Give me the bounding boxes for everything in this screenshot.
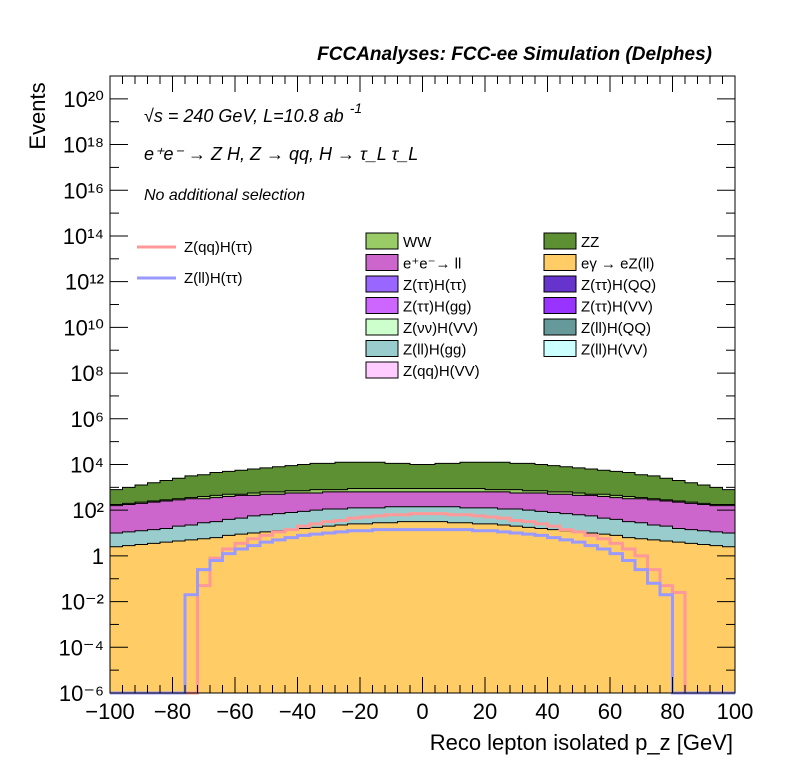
legend-swatch-e-e-ll <box>365 254 399 271</box>
selection-annotation: No additional selection <box>144 187 305 204</box>
legend-swatch-z-ll-h-qq <box>543 318 577 336</box>
x-axis-title: Reco lepton isolated p_z [GeV] <box>430 730 733 755</box>
x-tick-label: −100 <box>85 699 135 724</box>
y-tick-label: 10¹⁴ <box>63 224 104 249</box>
signal-z-ll-h <box>110 528 735 695</box>
x-tick-label: 100 <box>717 699 754 724</box>
y-tick-label: 10¹⁰ <box>63 315 104 340</box>
legend-label: ZZ <box>581 234 599 251</box>
legend-label: Z(νν)H(VV) <box>403 320 478 337</box>
legend-label: Z(ττ)H(VV) <box>581 299 653 316</box>
legend-signal: Z(qq)H(ττ) Z(ll)H(ττ) <box>137 239 253 287</box>
x-tick-label: 40 <box>535 699 559 724</box>
legend-swatch-zz <box>543 232 577 250</box>
legend-swatch-ww <box>365 232 399 250</box>
legend-label: e⁺e⁻→ ll <box>403 256 461 273</box>
y-tick-label: 10⁻⁴ <box>58 635 104 660</box>
y-tick-label: 10⁶ <box>70 407 104 432</box>
x-tick-label: −20 <box>341 699 378 724</box>
y-tick-label: 10²⁰ <box>63 87 104 112</box>
signal-histograms <box>110 512 735 695</box>
legend-swatch-z-h-gg <box>365 297 399 314</box>
stack-e-ez-ll <box>109 521 736 694</box>
y-tick-label: 10⁴ <box>70 452 104 477</box>
legend-backgrounds: WW ZZ e⁺e⁻→ ll eγ → eZ(ll) Z(ττ)H(ττ) Z(ττ)H(… <box>365 232 656 380</box>
y-tick-label: 10² <box>72 498 104 523</box>
energy-annotation: √s = 240 GeV, L=10.8 ab -1 <box>144 100 362 126</box>
x-tick-label: −60 <box>216 699 253 724</box>
legend-label: Z(ττ)H(ττ) <box>403 277 467 294</box>
x-tick-label: −80 <box>154 699 191 724</box>
signal-z-qq-h <box>110 512 735 695</box>
axes: −100 −80 −60 −40 −20 0 20 40 60 80 100 10⁻⁶ 10⁻⁴ 10⁻²… <box>58 76 753 724</box>
y-tick-label: 10¹⁶ <box>63 178 104 203</box>
x-tick-label: 60 <box>598 699 622 724</box>
x-tick-label: −40 <box>279 699 316 724</box>
legend-label: Z(qq)H(ττ) <box>184 239 253 256</box>
legend-label: Z(ττ)H(QQ) <box>581 277 656 294</box>
legend-swatch-z-ll-h-vv <box>543 340 577 357</box>
legend-label: Z(ττ)H(gg) <box>403 299 472 316</box>
y-tick-label: 1 <box>92 544 104 569</box>
legend-label: WW <box>403 234 432 251</box>
stacked-histograms <box>109 461 736 694</box>
legend-label: Z(ll)H(QQ) <box>581 320 651 337</box>
legend-swatch-z-h <box>365 275 399 293</box>
x-tick-label: 20 <box>473 699 497 724</box>
legend-swatch-z-h-vv <box>543 297 577 314</box>
y-axis-title: Events <box>25 82 50 149</box>
legend-label: Z(ll)H(VV) <box>581 342 648 359</box>
legend-swatch-z-ll-h-gg <box>365 340 399 357</box>
legend-label: eγ → eZ(ll) <box>581 256 654 273</box>
y-tick-label: 10⁸ <box>70 361 104 386</box>
legend-swatch-z-h-qq <box>543 275 577 293</box>
legend-swatch-e-ez-ll <box>543 254 577 271</box>
legend-swatch-z-h-vv <box>365 318 399 336</box>
legend-swatch-z-qq-h-vv <box>365 361 399 379</box>
x-tick-label: 80 <box>660 699 684 724</box>
y-tick-label: 10⁻² <box>61 590 104 615</box>
legend-label: Z(qq)H(VV) <box>403 363 480 380</box>
legend-label: Z(ll)H(gg) <box>403 342 466 359</box>
y-tick-label: 10⁻⁶ <box>59 681 104 706</box>
process-annotation: e⁺e⁻ → Z H, Z → qq, H → τ_L τ_L <box>144 144 418 164</box>
legend-label: Z(ll)H(ττ) <box>184 270 243 287</box>
y-tick-label: 10¹² <box>65 270 104 295</box>
x-tick-label: 0 <box>416 699 428 724</box>
y-tick-label: 10¹⁸ <box>63 133 104 158</box>
chart-title: FCCAnalyses: FCC-ee Simulation (Delphes) <box>317 44 712 65</box>
